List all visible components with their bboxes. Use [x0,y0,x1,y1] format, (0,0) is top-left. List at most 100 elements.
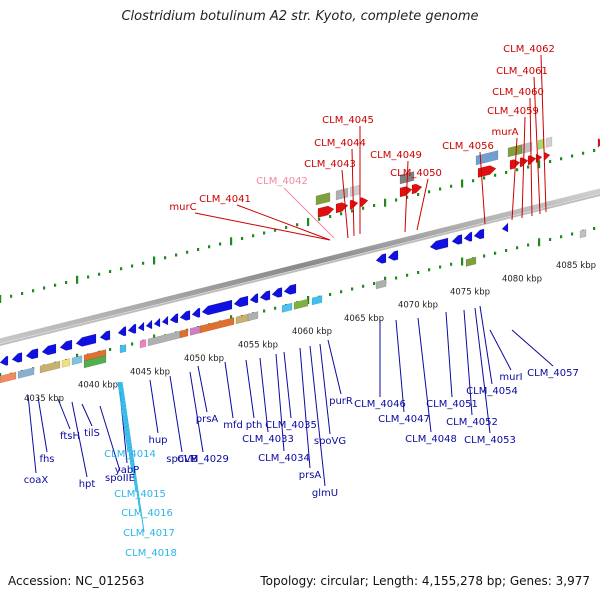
gene-label-lower[interactable]: spoIIE [105,473,135,484]
gene-label-upper-faint[interactable]: CLM_4042 [256,176,308,187]
function-block [61,358,71,368]
reverse-gene-arrow[interactable] [375,253,387,264]
gene-label-upper[interactable]: CLM_4045 [322,115,374,126]
reverse-gene-arrow[interactable] [259,290,271,301]
gene-label-upper[interactable]: CLM_4043 [304,159,356,170]
reverse-gene-arrow[interactable] [0,355,9,366]
gene-label-upper[interactable]: CLM_4050 [390,168,442,179]
function-block [39,360,61,374]
gene-label-lower[interactable]: spoVB [166,454,198,465]
gene-label-lower[interactable]: coaX [24,475,49,486]
feature-glyphs[interactable] [0,136,600,384]
reverse-gene-arrow[interactable] [463,231,473,242]
forward-gene-arrow[interactable] [399,186,413,198]
gene-label-lower[interactable]: fhs [39,454,54,465]
reverse-gene-arrow[interactable] [161,315,169,326]
gene-label-cyan[interactable]: CLM_4014 [104,449,156,460]
label-leader-line [118,381,133,473]
gene-label-upper[interactable]: CLM_4041 [199,194,251,205]
reverse-gene-arrow[interactable] [169,313,179,324]
reverse-gene-arrow[interactable] [41,343,57,356]
reverse-gene-arrow[interactable] [501,222,509,233]
gene-label-upper[interactable]: CLM_4044 [314,138,366,149]
gene-label-upper[interactable]: CLM_4059 [487,106,539,117]
function-block [537,138,545,150]
reverse-gene-arrow[interactable] [473,228,485,240]
reverse-gene-arrow[interactable] [145,319,153,330]
forward-gene-arrow[interactable] [477,165,497,178]
reverse-gene-arrow[interactable] [59,339,73,351]
reverse-gene-arrow[interactable] [25,348,39,360]
scale-label: 4050 kbp [184,354,224,364]
forward-gene-arrow[interactable] [349,199,359,210]
reverse-gene-arrow[interactable] [429,237,449,251]
gene-label-lower[interactable]: CLM_4054 [466,386,518,397]
gene-label-lower[interactable]: CLM_4033 [242,434,294,445]
gene-label-lower[interactable]: yabP [115,465,139,476]
reverse-gene-arrow[interactable] [201,299,233,316]
gene-label-lower[interactable]: CLM_4053 [464,435,516,446]
forward-gene-arrow[interactable] [317,205,335,218]
gene-label-lower[interactable]: CLM_4035 [265,420,317,431]
gene-label-cyan[interactable]: CLM_4016 [121,508,173,519]
gene-label-lower[interactable]: CLM_4029 [177,454,229,465]
reverse-gene-arrow[interactable] [11,352,23,363]
label-leader-line [479,151,486,225]
reverse-gene-arrow[interactable] [249,293,259,304]
forward-gene-arrow[interactable] [543,151,551,162]
forward-gene-arrow[interactable] [359,197,369,208]
gene-label-upper[interactable]: murC [169,202,196,213]
gene-label-lower[interactable]: CLM_4052 [446,417,498,428]
gene-label-lower[interactable]: CLM_4034 [258,453,310,464]
gene-label-upper[interactable]: CLM_4060 [492,87,544,98]
gene-label-lower[interactable]: glmU [312,488,338,499]
reverse-gene-arrow[interactable] [137,321,145,332]
gene-label-lower[interactable]: pth [246,420,263,431]
gene-label-lower[interactable]: CLM_4048 [405,434,457,445]
reverse-gene-arrow[interactable] [233,295,249,308]
gene-label-cyan[interactable]: CLM_4017 [123,528,175,539]
gene-label-upper[interactable]: CLM_4062 [503,44,555,55]
tick-mark [549,160,552,163]
gene-label-lower[interactable]: purR [329,396,353,407]
tick-mark [329,215,332,218]
gene-label-lower[interactable]: CLM_4051 [426,399,478,410]
gene-label-upper[interactable]: CLM_4056 [442,141,494,152]
gene-label-lower[interactable]: murI [499,372,522,383]
reverse-gene-arrow[interactable] [283,283,297,295]
gene-label-cyan[interactable]: CLM_4018 [125,548,177,559]
forward-gene-arrow[interactable] [335,202,349,214]
reverse-gene-arrow[interactable] [179,310,191,321]
gene-label-lower[interactable]: CLM_4046 [354,399,406,410]
gene-label-lower[interactable]: prsA [299,470,322,481]
tick-mark [131,264,134,268]
gene-label-cyan[interactable]: CLM_4015 [114,489,166,500]
gene-label-lower[interactable]: ftsH [60,431,80,442]
gene-label-lower[interactable]: spoVG [314,436,346,447]
reverse-gene-arrow[interactable] [75,333,97,347]
gene-label-upper[interactable]: murA [491,127,518,138]
gene-label-lower[interactable]: tilS [84,428,100,439]
gene-label-lower[interactable]: prsA [196,414,219,425]
gene-label-lower[interactable]: hpt [79,479,96,490]
gene-label-lower[interactable]: hup [148,435,167,446]
reverse-gene-arrow[interactable] [117,326,127,337]
gene-label-lower[interactable]: CLM_4057 [527,368,579,379]
gene-label-upper[interactable]: CLM_4061 [496,66,548,77]
forward-gene-arrow[interactable] [527,155,537,166]
reverse-gene-arrow[interactable] [191,307,201,318]
label-leader-line [351,148,355,237]
gene-label-lower[interactable]: CLM_4047 [378,414,430,425]
reverse-gene-arrow[interactable] [271,287,283,298]
gene-label-lower[interactable]: mfd [223,420,243,431]
reverse-gene-arrow[interactable] [387,250,399,261]
label-leader-line [121,381,145,533]
reverse-gene-arrow[interactable] [99,330,111,341]
reverse-gene-arrow[interactable] [153,317,161,328]
reverse-gene-arrow[interactable] [127,323,137,334]
reverse-gene-arrow[interactable] [451,234,463,245]
gene-label-upper[interactable]: CLM_4049 [370,150,422,161]
forward-gene-arrow[interactable] [411,183,423,195]
